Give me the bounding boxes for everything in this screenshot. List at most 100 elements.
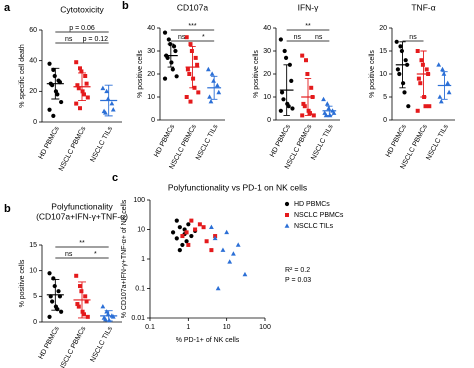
point	[437, 94, 443, 99]
significance-label: ns	[409, 34, 417, 41]
chart-title: Polyfunctionality vs PD-1 on NK cells	[168, 182, 307, 192]
chart-title: IFN-γ	[298, 2, 320, 12]
point	[187, 72, 192, 76]
point	[193, 227, 198, 232]
y-tick-label: 10	[263, 94, 271, 101]
significance-label: *	[94, 251, 97, 258]
point	[301, 101, 306, 106]
point	[82, 312, 86, 317]
point	[196, 90, 201, 95]
point	[445, 80, 451, 85]
point	[184, 35, 189, 40]
y-axis-label: % positive cells	[19, 259, 26, 307]
point	[224, 229, 230, 235]
point	[220, 247, 226, 252]
point	[289, 78, 294, 83]
point	[193, 55, 198, 60]
point	[79, 289, 84, 294]
point	[110, 107, 116, 112]
point	[242, 271, 248, 277]
point	[420, 62, 425, 67]
point	[50, 299, 55, 304]
y-tick-label: 0	[33, 119, 37, 126]
point	[424, 67, 429, 72]
point	[180, 242, 185, 248]
chart-subtitle: (CD107a+IFN-γ+TNF-α)	[36, 211, 128, 221]
chart-title: CD107a	[177, 2, 208, 12]
point	[394, 39, 399, 44]
y-tick-label: 0	[383, 117, 387, 124]
point	[171, 44, 177, 49]
significance-label: ns	[315, 34, 323, 41]
point	[104, 88, 110, 94]
point	[415, 108, 420, 113]
point	[80, 309, 85, 314]
legend-marker	[284, 201, 290, 207]
y-tick-label: 1	[141, 256, 145, 263]
point	[427, 104, 432, 109]
point	[438, 99, 444, 104]
x-tick-label: 10	[223, 324, 231, 331]
point	[278, 37, 283, 42]
point	[309, 85, 314, 90]
point	[185, 67, 190, 72]
y-axis-label: % specific cell death	[19, 44, 26, 108]
point	[188, 42, 193, 47]
x-tick-label: NSCLC PBMCs	[58, 325, 88, 368]
annotation: P = 0.03	[285, 277, 311, 284]
point	[105, 96, 111, 101]
y-tick-label: 30	[263, 48, 271, 55]
y-tick-label: 10	[147, 94, 155, 101]
point	[85, 314, 90, 319]
point	[174, 218, 179, 223]
point	[177, 225, 182, 230]
point	[184, 239, 189, 244]
point	[186, 222, 191, 227]
error-bar	[104, 310, 113, 322]
significance-label: *	[202, 34, 205, 41]
significance-label: **	[79, 240, 85, 247]
point	[110, 314, 116, 319]
y-tick-label: 5	[383, 94, 387, 101]
point	[47, 107, 52, 112]
y-tick-label: 0	[151, 117, 155, 124]
point	[105, 311, 111, 317]
point	[440, 66, 445, 72]
point	[304, 58, 308, 63]
x-tick-label: NSCLC TILs	[89, 325, 114, 363]
legend-marker	[285, 213, 289, 217]
point	[80, 89, 85, 94]
point	[47, 61, 52, 66]
point	[170, 67, 175, 72]
error-bar	[283, 64, 290, 116]
point	[209, 224, 214, 229]
point	[300, 113, 305, 118]
point	[76, 86, 81, 91]
point	[75, 83, 80, 88]
point	[162, 30, 168, 35]
chart-title: TNF-α	[411, 2, 435, 12]
error-bar	[420, 50, 427, 98]
point	[290, 106, 295, 111]
y-tick-label: 10	[29, 268, 37, 275]
x-tick-label: NSCLC TILs	[425, 123, 450, 161]
point	[188, 99, 193, 104]
point	[76, 304, 81, 309]
significance-label: p = 0.06	[69, 25, 95, 32]
error-bar	[167, 43, 175, 68]
x-tick-label: HD PBMCs	[153, 123, 176, 158]
y-tick-label: 30	[147, 48, 155, 55]
point	[169, 60, 174, 65]
point	[55, 92, 60, 97]
point	[83, 74, 88, 78]
point	[106, 317, 112, 323]
point	[305, 72, 310, 76]
y-tick-label: 20	[263, 71, 271, 78]
point	[212, 235, 218, 241]
point	[170, 230, 176, 235]
legend-label: HD PBMCs	[294, 201, 330, 208]
point	[177, 248, 182, 253]
point	[166, 37, 171, 42]
point	[197, 222, 202, 227]
y-tick-label: 40	[29, 58, 37, 65]
